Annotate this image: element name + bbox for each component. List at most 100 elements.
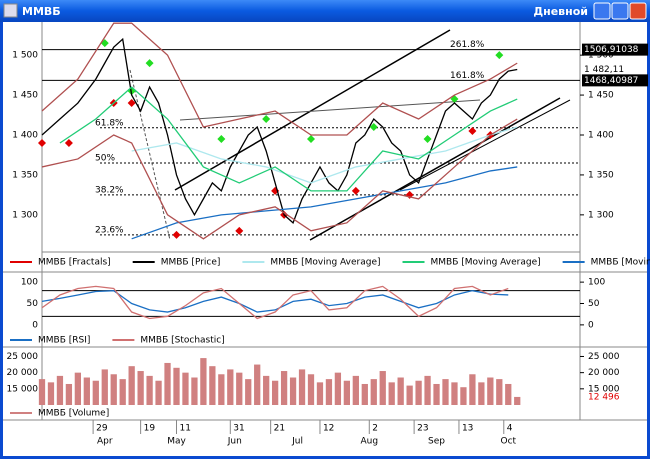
y-tick-label: 25 000 [7, 352, 39, 362]
y-tick-label-right: 15 000 [588, 384, 620, 394]
fractal-down [468, 127, 477, 136]
y-tick-label: 1 350 [12, 170, 38, 180]
volume-bar [128, 366, 135, 405]
series-line [59, 86, 518, 192]
minimize-button[interactable] [593, 2, 611, 20]
y-tick-label: 1 300 [12, 210, 38, 220]
volume-bar [343, 380, 351, 405]
volume-bar [469, 374, 476, 405]
fractal-down [64, 138, 73, 147]
price-label-box [582, 43, 648, 56]
fib-label: 61.8% [95, 118, 124, 128]
price-label: 1468,40987 [584, 76, 638, 86]
volume-bar [155, 380, 162, 405]
volume-bar [200, 358, 207, 405]
maximize-button[interactable] [611, 2, 629, 20]
y-tick-label-right: 50 [588, 299, 600, 309]
volume-bar [47, 382, 55, 405]
fractal-down [127, 99, 136, 108]
x-tick-label: 23 [417, 424, 428, 434]
fib-label: 50% [95, 153, 115, 163]
x-tick-label: 13 [462, 424, 473, 434]
volume-bar [182, 372, 189, 405]
volume-bar [397, 377, 404, 405]
fractal-up [495, 51, 504, 60]
trend-line [179, 99, 481, 121]
x-tick-label: 11 [180, 424, 191, 434]
y-tick-label-right: 0 [588, 320, 594, 330]
volume-bar [451, 382, 458, 405]
price-label-box [582, 74, 648, 87]
y-tick-label: 1 400 [12, 130, 38, 140]
volume-bar [406, 385, 413, 405]
volume-bar [191, 377, 198, 405]
fractal-up [423, 134, 432, 143]
month-label: May [167, 437, 186, 447]
volume-bar [236, 372, 243, 405]
y-tick-label: 15 000 [7, 384, 39, 394]
y-tick-label: 20 000 [7, 368, 39, 378]
legend-label: ММВБ [Volume] [38, 409, 109, 419]
fib-label: 161.8% [450, 71, 485, 81]
series-line [41, 290, 509, 313]
volume-bar [74, 372, 82, 405]
volume-bar [280, 371, 288, 405]
month-label: Apr [97, 437, 113, 447]
fractal-up [145, 59, 154, 68]
volume-bar [316, 382, 324, 405]
fractal-up [217, 134, 226, 143]
close-button[interactable] [629, 2, 647, 20]
fractal-up [262, 115, 271, 124]
volume-bar [424, 375, 431, 405]
month-label: Aug [360, 437, 378, 447]
fractal-up [369, 123, 378, 132]
series-line [41, 37, 518, 224]
volume-bar [505, 383, 512, 405]
legend-label: ММВБ [Moving Average] [431, 258, 541, 268]
y-tick-label: 100 [21, 278, 38, 288]
window-title: ММВБ [22, 5, 61, 18]
volume-bar [460, 387, 467, 405]
price-label: 1 482,11 [584, 65, 624, 75]
series-line [41, 285, 509, 320]
y-tick-label-right: 20 000 [588, 368, 620, 378]
volume-bar [164, 362, 171, 405]
legend-label: ММВБ [Moving Average] [591, 258, 650, 268]
volume-bar [289, 377, 297, 405]
volume-bar [307, 374, 315, 405]
y-tick-label-right: 1 350 [588, 170, 614, 180]
volume-bar [92, 380, 99, 405]
fractal-down [172, 230, 181, 239]
volume-bar [56, 375, 64, 405]
month-label: Oct [500, 437, 516, 447]
fractal-down [38, 138, 46, 147]
volume-bar [119, 379, 126, 405]
y-tick-label: 50 [27, 299, 39, 309]
volume-bar [487, 377, 494, 405]
y-tick-label-right: 1 300 [588, 210, 614, 220]
volume-bar [352, 375, 359, 405]
volume-bar [415, 380, 422, 405]
y-tick-label-right: 1 500 [588, 51, 614, 61]
month-label: Sep [428, 437, 445, 447]
volume-bar [263, 375, 270, 405]
volume-bar [227, 369, 234, 405]
fib-label: 23.6% [95, 225, 124, 235]
volume-bar [442, 379, 449, 405]
volume-bar [209, 366, 216, 405]
window-mode: Дневной [533, 5, 588, 18]
volume-bar [298, 369, 306, 405]
y-tick-label: 0 [32, 320, 38, 330]
volume-bar [110, 374, 117, 405]
fractal-down [351, 186, 360, 195]
volume-bar [478, 382, 485, 405]
last-volume-label: 12 496 [588, 392, 620, 402]
y-tick-label-right: 1 400 [588, 130, 614, 140]
month-label: Jul [291, 437, 303, 447]
series-line [131, 126, 518, 184]
y-tick-label-right: 25 000 [588, 352, 620, 362]
volume-bar [379, 371, 386, 405]
volume-bar [271, 380, 279, 405]
trend-channel [309, 97, 561, 241]
